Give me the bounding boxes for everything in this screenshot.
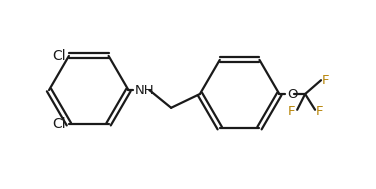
- Text: F: F: [316, 105, 323, 118]
- Text: Cl: Cl: [52, 49, 66, 63]
- Text: NH: NH: [134, 84, 154, 97]
- Text: F: F: [288, 105, 295, 118]
- Text: Cl: Cl: [52, 117, 66, 131]
- Text: F: F: [322, 74, 329, 87]
- Text: O: O: [287, 88, 298, 101]
